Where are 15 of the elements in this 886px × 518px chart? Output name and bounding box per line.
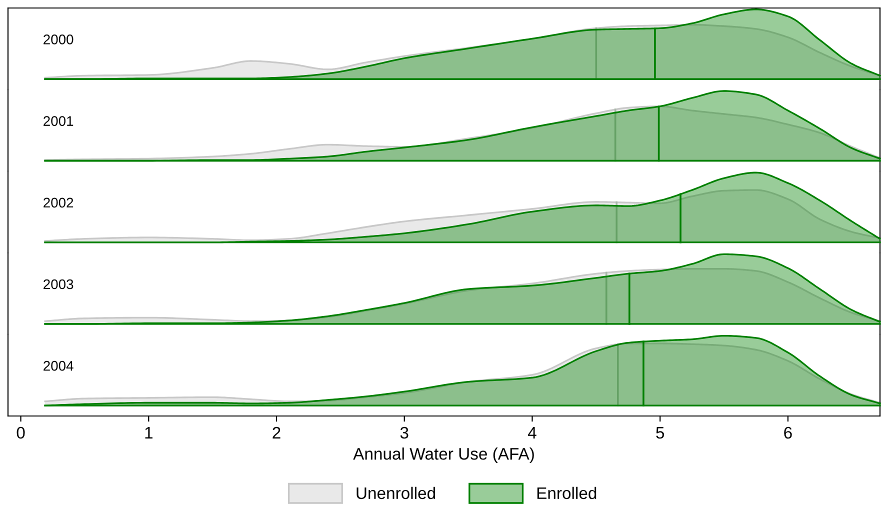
x-tick-label: 0: [16, 426, 25, 439]
text: 2003: [44, 279, 74, 290]
text: 2004: [44, 360, 74, 371]
legend-label: Unenrolled: [356, 486, 435, 500]
x-tick-label: 6: [784, 426, 792, 439]
text: 2002: [44, 198, 74, 208]
x-tick-label: 3: [400, 426, 408, 439]
x-tick-label: 4: [528, 427, 536, 438]
x-tick-label: 1: [145, 427, 152, 438]
x-tick-label: 2: [272, 426, 280, 438]
text: 2001: [44, 116, 74, 126]
x-axis-title: Annual Water Use (AFA): [353, 448, 534, 464]
text: 2000: [44, 34, 74, 44]
x-tick-label: 5: [656, 427, 664, 439]
legend-label: Enrolled: [537, 486, 596, 500]
